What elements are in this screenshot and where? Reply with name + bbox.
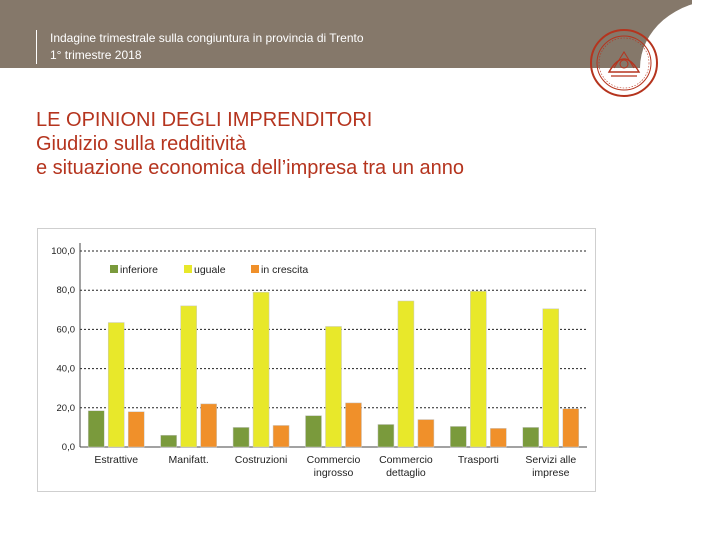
heading-line-2: Giudizio sulla redditività [36,133,247,155]
seal-logo-icon [590,29,658,97]
legend-swatch [251,265,259,273]
heading-line-1: LE OPINIONI DEGLI IMPRENDITORI [36,109,373,131]
bar-in-crescita-7 [562,408,580,448]
bar-in-crescita-6 [490,428,507,448]
bar-uguale-4 [325,326,342,448]
bar-uguale-6 [470,290,487,448]
y-tick-label: 40,0 [57,364,76,375]
x-tick-label: ingrosso [314,467,354,479]
bar-in-crescita-4 [345,402,362,448]
header-divider [36,30,37,64]
heading-line-3: e situazione economica dell’impresa tra … [36,157,465,179]
header-band [0,0,692,68]
bar-uguale-1 [107,322,125,448]
y-tick-label: 20,0 [57,403,76,414]
x-tick-label: imprese [532,467,570,479]
x-tick-label: Costruzioni [235,454,288,466]
bar-in-crescita-1 [127,411,145,448]
y-tick-label: 0,0 [62,442,75,453]
bar-inferiore-7 [522,427,540,448]
legend-label: uguale [194,264,226,276]
x-tick-label: dettaglio [386,467,426,479]
x-tick-label: Trasporti [458,454,499,466]
legend-swatch [184,265,192,273]
bar-inferiore-1 [87,410,105,448]
bar-uguale-5 [397,300,415,448]
bar-inferiore-3 [232,427,250,448]
y-tick-label: 60,0 [57,324,76,335]
chart-frame: 0,0 20,0 40,0 60,0 80,0 100,0 Estrattive Manifa… [37,228,596,492]
bar-in-crescita-2 [200,403,217,448]
legend-label: in crescita [261,264,308,276]
survey-period: 1° trimestre 2018 [50,48,142,62]
bar-uguale-7 [542,308,560,448]
x-tick-label: Manifatt. [169,454,209,466]
bar-inferiore-4 [305,415,322,448]
survey-title: Indagine trimestrale sulla congiuntura i… [50,31,364,45]
bar-in-crescita-5 [417,419,435,448]
legend-swatch [110,265,118,273]
bar-inferiore-6 [450,426,467,448]
y-tick-label: 80,0 [57,285,76,296]
x-tick-label: Commercio [379,454,433,466]
legend-label: inferiore [120,264,158,276]
bar-chart: 0,0 20,0 40,0 60,0 80,0 100,0 Estrattive Manifa… [51,243,587,479]
slide-heading: LE OPINIONI DEGLI IMPRENDITORI Giudizio … [36,108,464,180]
bar-uguale-2 [180,305,197,448]
header-text: Indagine trimestrale sulla congiuntura i… [50,30,364,64]
y-tick-label: 100,0 [51,246,75,257]
x-tick-label: Servizi alle [525,454,576,466]
bar-uguale-3 [252,291,270,448]
x-tick-label: Commercio [307,454,361,466]
x-tick-label: Estrattive [94,454,138,466]
bar-inferiore-2 [160,434,177,448]
bar-in-crescita-3 [272,425,290,448]
bar-inferiore-5 [377,424,395,448]
